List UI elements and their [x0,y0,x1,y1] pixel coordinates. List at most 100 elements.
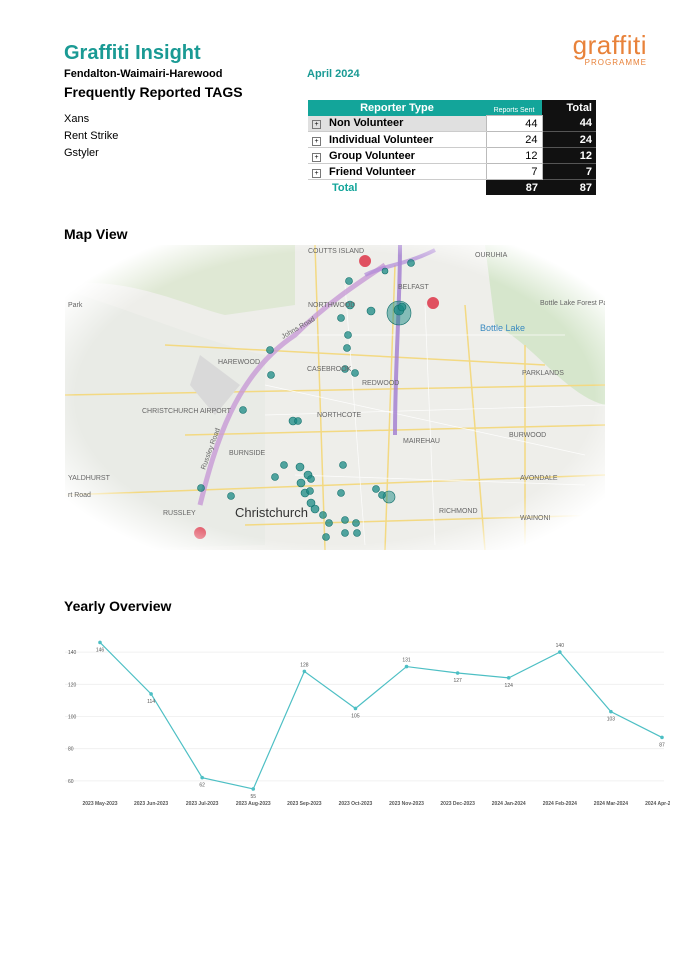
place-label: Bottle Lake Forest Park [540,300,605,307]
table-header: Reports Sent [486,100,542,116]
total-total: 87 [542,179,596,195]
reports-sent: 12 [485,147,543,164]
table-row: + Friend Volunteer 7 7 [308,163,596,180]
line [99,642,663,790]
total-row: Total 87 87 [308,179,596,195]
point [455,671,460,675]
table-row: + Individual Volunteer 24 24 [308,131,596,148]
total: 12 [542,147,596,164]
reports-sent: 44 [485,115,543,132]
y-tick-label: 80 [68,747,74,753]
total: 44 [542,115,596,132]
title: Graffiti Insight [64,42,201,64]
x-tick-label: 2023 Aug-2023 [236,801,271,807]
map: COUTTS ISLAND OURUHIA BELFAST Park NORTHWOOD… [65,245,605,550]
place-label: COUTTS ISLAND [308,248,364,255]
x-tick-label: 2023 Nov-2023 [389,801,424,807]
x-tick-label: 2023 Sep-2023 [287,801,322,807]
table-row: + Group Volunteer 12 12 [308,147,596,164]
place-label: BURWOOD [509,432,546,439]
x-tick-label: 2023 Jun-2023 [134,801,168,807]
x-tick-label: 2024 Feb-2024 [543,801,577,807]
place-label: CASEBROOK [307,366,352,373]
tags-heading: Frequently Reported TAGS [64,84,243,100]
value-label: 124 [505,683,514,689]
total: 7 [542,163,596,180]
table-header: Total [542,100,596,116]
place-label: Bottle Lake [480,323,525,333]
place-label: Christchurch [235,505,308,520]
value-label: 146 [96,647,105,653]
place-label: NORTHWOOD [308,302,355,309]
point [302,669,307,674]
place-label: RICHMOND [439,508,478,515]
place-label: PARKLANDS [522,370,564,377]
reporter-type-text: Friend Volunteer [329,165,416,178]
expand-icon: + [312,120,321,130]
point [200,775,204,780]
place-label: rt Road [68,492,91,499]
x-tick-label: 2024 Apr-2024 [645,801,670,807]
point [149,692,153,696]
x-tick-label: 2023 May-2023 [82,801,117,807]
place-label: Park [68,302,83,309]
total: 24 [542,131,596,148]
month: April 2024 [307,68,360,80]
value-label: 114 [147,699,155,705]
tag: Rent Strike [64,130,119,142]
tag: Xans [64,113,90,125]
place-label: OURUHIA [475,252,508,259]
point [353,706,358,711]
x-tick-label: 2024 Mar-2024 [594,801,628,807]
value-label: 127 [453,678,462,684]
point [609,709,613,714]
expand-icon: + [312,152,321,162]
value-label: 62 [199,783,205,789]
reports-sent: 24 [485,131,543,148]
place-label: NORTHCOTE [317,412,362,419]
y-tick-label: 100 [68,715,77,721]
value-label: 140 [556,643,565,649]
place-label: MAIREHAU [403,438,440,445]
x-tick-label: 2023 Oct-2023 [339,801,373,807]
total-sent: 87 [486,179,542,195]
place-label: CHRISTCHURCH AIRPORT [142,408,232,415]
point [558,650,562,654]
reporter-type: + Group Volunteer [308,147,486,164]
reporter-table: Reporter Type Reports Sent Total + Non Vo… [308,100,596,195]
logo: graffiti PROGRAMME [573,32,647,67]
point [404,664,409,669]
expand-icon: + [312,168,321,178]
point [660,735,664,740]
reporter-type: + Individual Volunteer [308,131,486,148]
reporter-type-text: Individual Volunteer [329,133,434,146]
ward: Fendalton-Waimairi-Harewood [64,68,223,80]
y-tick-label: 140 [68,650,77,656]
x-tick-label: 2023 Jul-2023 [186,801,219,807]
value-label: 128 [300,662,309,668]
value-label: 105 [351,713,360,719]
reporter-type: + Non Volunteer [308,115,486,132]
place-label: BELFAST [398,284,429,291]
total-label: Total [332,181,358,194]
logo-main: graffiti [572,30,647,60]
reporter-type-text: Non Volunteer [329,117,404,130]
y-tick-label: 60 [68,779,74,785]
place-label: YALDHURST [68,475,111,482]
chart-title: Yearly Overview [64,598,172,614]
line-chart: 60 80 100 120 140 2023 May-2023 2023 Jun-2023 2… [65,640,670,807]
place-label: RUSSLEY [163,510,196,517]
table-header: Reporter Type [308,100,486,116]
place-label: WAINONI [520,515,551,522]
map-title: Map View [64,226,128,242]
value-label: 131 [402,658,411,664]
reporter-type: + Friend Volunteer [308,163,486,180]
x-tick-label: 2024 Jan-2024 [492,801,526,807]
place-label: BURNSIDE [229,450,266,457]
point [506,676,511,680]
value-label: 103 [607,717,616,723]
table-row: + Non Volunteer 44 44 [308,115,596,132]
reports-sent: 7 [485,163,543,180]
reporter-type-text: Group Volunteer [329,149,415,162]
